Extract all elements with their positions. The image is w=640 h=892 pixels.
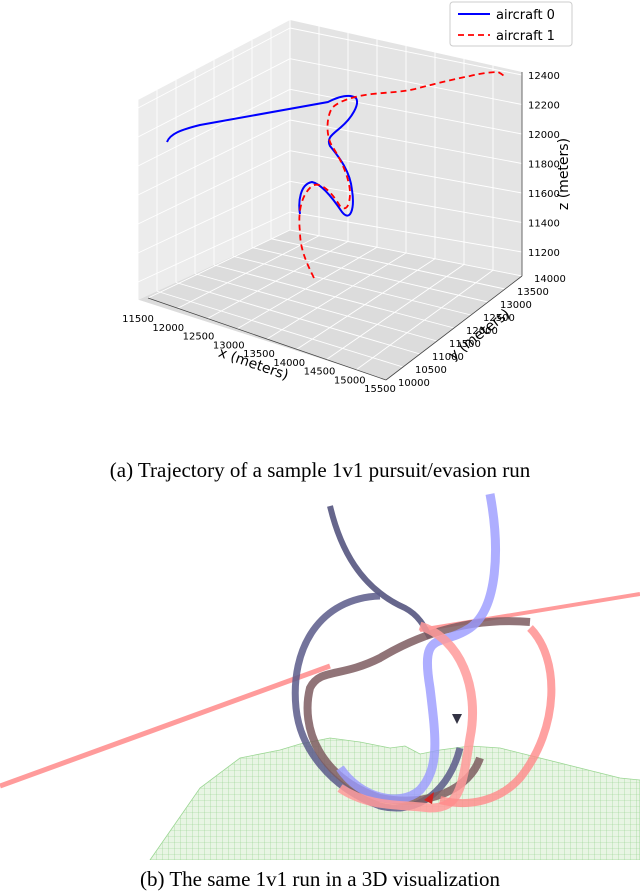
z-tick-label-11600: 11600 (528, 189, 560, 200)
grid-line-z-right-12200 (289, 58, 523, 105)
grid-line-x-14000 (296, 258, 436, 350)
grid-line-z-right-11400 (289, 180, 523, 223)
grid-line-z-right-11600 (289, 150, 523, 194)
x-tick-label-12500: 12500 (183, 332, 215, 343)
x-tick-label-15500: 15500 (364, 384, 396, 395)
z-tick-label-11200: 11200 (528, 248, 560, 259)
y-tick-label-13500: 13500 (517, 287, 549, 298)
legend-label-aircraft-1: aircraft 1 (496, 29, 555, 44)
grid-line-y-10500 (156, 290, 404, 368)
x-tick-label-11500: 11500 (122, 314, 154, 325)
grid-line-y-10000 (137, 299, 387, 381)
grid-line-y-12500 (232, 255, 472, 316)
y-tick-label-14000: 14000 (534, 274, 566, 285)
y-tick-label-13000: 13000 (500, 300, 532, 311)
grid-line-z-left-11200 (137, 211, 291, 283)
trajectory-chart-svg: 1150012000125001300013500140001450015000… (122, 1, 573, 395)
grid-line-z-left-11800 (137, 119, 291, 196)
z-tick-label-12400: 12400 (528, 71, 560, 82)
legend: aircraft 0 aircraft 1 (449, 1, 573, 47)
grid-line-z-left-11400 (137, 180, 291, 254)
x-tick-label-14500: 14500 (304, 367, 336, 378)
dark-ribbon-top (327, 505, 433, 640)
grid-line-x-13000 (237, 246, 378, 330)
y-tick-label-12500: 12500 (483, 313, 515, 324)
red-trail-left (0, 663, 331, 789)
grid-lines (137, 20, 523, 381)
series-aircraft-1-line (298, 71, 505, 279)
y-tick-label-12000: 12000 (466, 326, 498, 337)
axis-lines (147, 72, 523, 381)
grid-line-z-left-12200 (137, 58, 291, 138)
x-tick-label-14000: 14000 (273, 358, 305, 369)
grid-line-y-11500 (194, 273, 438, 342)
pink-ribbon-right (438, 625, 556, 807)
x-tick-label-12000: 12000 (152, 323, 184, 334)
z-tick-label-12200: 12200 (528, 101, 560, 112)
aircraft-1-marker-icon (424, 792, 434, 804)
grid-line-x-11500 (147, 229, 291, 299)
y-tick-label-11000: 11000 (432, 352, 464, 363)
aircraft-0-marker-icon (452, 714, 462, 724)
grid-line-z-right-12000 (289, 88, 523, 135)
y-tick-label-10000: 10000 (398, 378, 430, 389)
figure-a-caption: (a) Trajectory of a sample 1v1 pursuit/e… (109, 458, 531, 482)
grid-line-x-12000 (177, 235, 320, 309)
grid-line-z-right-11200 (289, 211, 523, 253)
y-tick-label-11500: 11500 (449, 339, 481, 350)
grid-line-y-13500 (270, 238, 506, 290)
grid-line-x-13500 (266, 252, 407, 340)
z-axis-label: z (meters) (556, 138, 572, 210)
grid-line-y-14000 (289, 229, 523, 277)
grid-line-y-11000 (175, 282, 421, 355)
grid-line-x-12500 (207, 241, 349, 319)
series-aircraft-0-line (166, 94, 358, 217)
grid-line-x-14500 (326, 264, 465, 360)
pink-ribbon (337, 621, 478, 813)
grid-line-y-12000 (213, 264, 455, 329)
z-tick-label-11800: 11800 (528, 160, 560, 171)
visualization-svg (0, 493, 640, 861)
x-tick-label-15000: 15000 (334, 375, 366, 386)
tick-labels: 1150012000125001300013500140001450015000… (122, 71, 566, 395)
grid-line-z-right-12400 (289, 27, 523, 76)
figure-a-3d-trajectory-chart: 11500 12000 12500 13000 13500 14000 14500 15000… (122, 1, 573, 395)
grid-line-y-13000 (251, 247, 489, 303)
x-tick-label-13500: 13500 (243, 349, 275, 360)
grid-line-z-right-11800 (289, 119, 523, 164)
legend-label-aircraft-0: aircraft 0 (496, 8, 555, 23)
figure-b-caption: (b) The same 1v1 run in a 3D visualizati… (139, 867, 501, 891)
grid-line-z-left-11600 (137, 150, 291, 225)
grid-line-z-left-12400 (137, 27, 291, 109)
blue-ribbon (336, 493, 500, 804)
z-tick-label-12000: 12000 (528, 130, 560, 141)
y-tick-label-10500: 10500 (415, 365, 447, 376)
x-tick-label-13000: 13000 (213, 340, 245, 351)
z-tick-label-11400: 11400 (528, 219, 560, 230)
figure-b-3d-visualization (0, 488, 640, 861)
pane-floor (138, 230, 522, 380)
grid-line-z-left-12000 (137, 88, 291, 167)
